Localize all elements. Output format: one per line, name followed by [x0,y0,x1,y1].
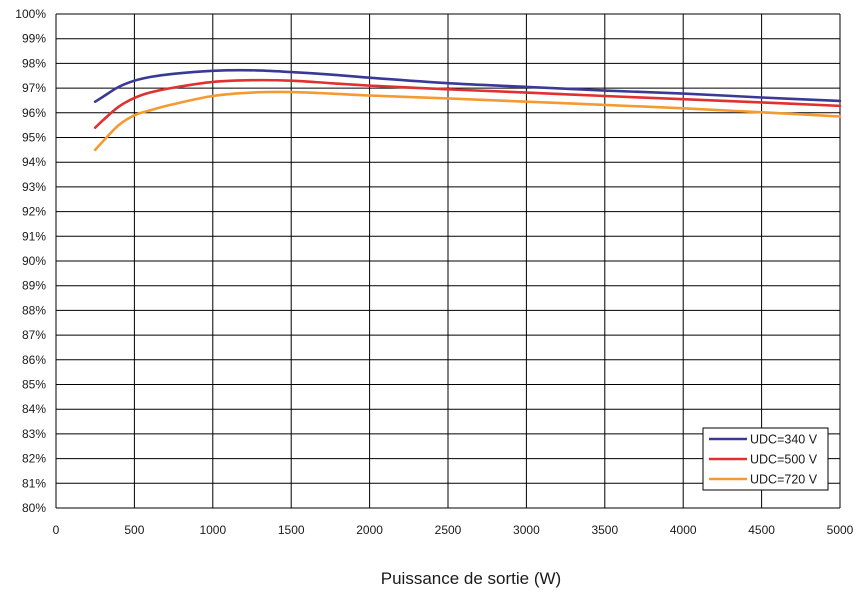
series-line-1 [93,68,842,103]
y-tick-label: 88% [22,303,46,317]
legend: UDC=340 V UDC=500 V UDC=720 V [702,427,829,491]
y-tick-label: 92% [22,205,46,219]
y-tick-label: 97% [22,81,46,95]
x-tick-label: 2000 [356,523,383,537]
x-tick-label: 0 [53,523,60,537]
series-line-3 [93,90,842,152]
legend-label: UDC=720 V [750,473,818,487]
y-tick-label: 81% [22,476,46,490]
y-tick-label: 85% [22,378,46,392]
x-axis-label: Puissance de sortie (W) [381,569,561,588]
x-tick-label: 4000 [670,523,697,537]
y-tick-label: 86% [22,353,46,367]
legend-label: UDC=500 V [750,453,818,467]
y-tick-label: 94% [22,155,46,169]
y-tick-label: 80% [22,501,46,515]
y-tick-label: 87% [22,328,46,342]
x-tick-label: 500 [124,523,144,537]
x-tick-labels: 0 500 1000 1500 2000 2500 3000 3500 4000 4500 5000 [53,523,854,537]
x-tick-label: 3000 [513,523,540,537]
y-tick-label: 95% [22,131,46,145]
y-tick-label: 84% [22,402,46,416]
series-layer [93,68,842,152]
y-tick-label: 96% [22,106,46,120]
y-tick-label: 99% [22,32,46,46]
x-tick-label: 4500 [748,523,775,537]
y-tick-label: 100% [15,7,46,21]
x-tick-label: 2500 [435,523,462,537]
y-tick-label: 82% [22,452,46,466]
y-tick-label: 93% [22,180,46,194]
y-tick-labels: 80% 81% 82% 83% 84% 85% 86% 87% 88% 89% 90% 91% 92% 9… [15,7,46,515]
legend-label: UDC=340 V [750,433,818,447]
y-tick-label: 83% [22,427,46,441]
y-tick-label: 98% [22,56,46,70]
series-line-2 [93,78,842,129]
x-tick-label: 5000 [827,523,854,537]
y-tick-label: 91% [22,229,46,243]
y-tick-label: 89% [22,279,46,293]
x-tick-label: 3500 [591,523,618,537]
x-tick-label: 1500 [278,523,305,537]
y-tick-label: 90% [22,254,46,268]
x-tick-label: 1000 [199,523,226,537]
